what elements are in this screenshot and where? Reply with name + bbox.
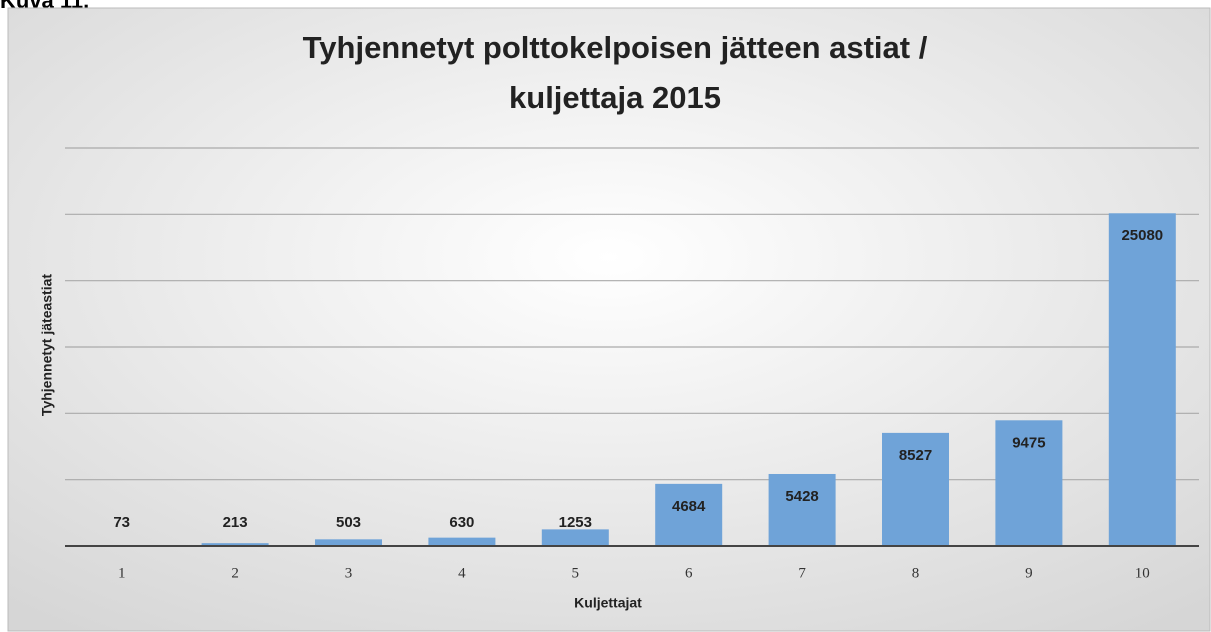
data-label: 630 <box>449 514 474 531</box>
chart-title: kuljettaja 2015 <box>509 80 721 115</box>
data-label: 1253 <box>559 514 592 531</box>
x-tick-label: 8 <box>912 565 920 581</box>
x-tick-label: 9 <box>1025 565 1033 581</box>
data-label: 503 <box>336 514 361 531</box>
data-label: 213 <box>223 514 248 531</box>
bar <box>768 473 836 546</box>
bar <box>1108 213 1176 546</box>
data-label: 73 <box>113 514 130 531</box>
x-axis-label: Kuljettajat <box>574 595 642 611</box>
bar <box>201 543 269 546</box>
data-label: 5428 <box>785 488 818 505</box>
y-axis-label: Tyhjennetyt jäteastiat <box>39 274 55 416</box>
data-label: 25080 <box>1121 227 1163 244</box>
bar <box>882 432 949 546</box>
x-tick-label: 3 <box>345 565 353 581</box>
bar <box>541 529 609 546</box>
x-tick-label: 4 <box>458 565 466 581</box>
chart-title: Tyhjennetyt polttokelpoisen jätteen asti… <box>303 30 928 65</box>
x-tick-label: 2 <box>231 565 239 581</box>
x-tick-label: 10 <box>1135 565 1150 581</box>
bar <box>655 483 723 546</box>
x-tick-label: 6 <box>685 565 693 581</box>
x-tick-label: 5 <box>572 565 580 581</box>
data-label: 8527 <box>899 447 932 464</box>
data-label: 4684 <box>672 498 706 515</box>
bar <box>995 420 1063 546</box>
x-tick-label: 7 <box>798 565 806 581</box>
bar <box>428 537 496 546</box>
bar <box>315 539 382 546</box>
x-tick-label: 1 <box>118 565 126 581</box>
data-label: 9475 <box>1012 434 1045 451</box>
